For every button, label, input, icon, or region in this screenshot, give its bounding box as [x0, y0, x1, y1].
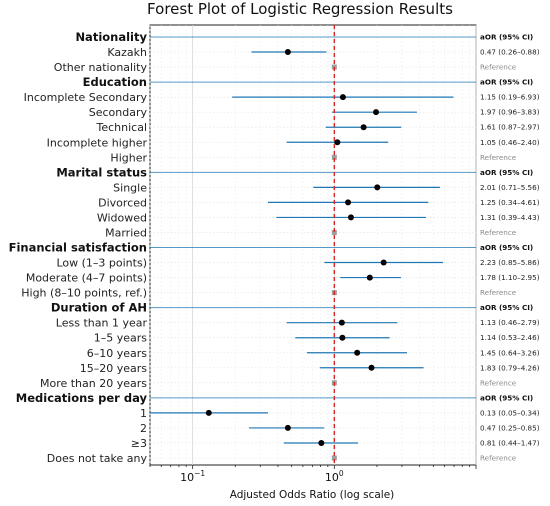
aor-value: 2.23 (0.85–5.86): [480, 258, 540, 267]
row-label: Divorced: [98, 196, 147, 209]
odds-ratio-point: [339, 94, 346, 101]
x-axis-label: Adjusted Odds Ratio (log scale): [230, 489, 395, 501]
aor-value: 0.47 (0.25–0.85): [480, 423, 540, 432]
aor-value: 0.81 (0.44–1.47): [480, 438, 540, 447]
aor-value: 1.05 (0.46–2.40): [480, 138, 540, 147]
row-label: Married: [105, 226, 147, 239]
odds-ratio-point: [354, 349, 361, 356]
odds-ratio-point: [205, 409, 212, 416]
aor-value: 0.47 (0.26–0.88): [480, 48, 540, 57]
section-label: Financial satisfaction: [9, 241, 147, 255]
aor-value: 1.83 (0.79–4.26): [480, 363, 540, 372]
section-label: Medications per day: [16, 391, 148, 405]
aor-value: 1.61 (0.87–2.97): [480, 123, 540, 132]
row-label: Incomplete higher: [47, 136, 148, 149]
odds-ratio-point: [284, 424, 291, 431]
odds-ratio-point: [366, 274, 373, 281]
odds-ratio-point: [334, 139, 341, 146]
row-label: Moderate (4–7 points): [26, 272, 147, 285]
row-label: Does not take any: [47, 452, 148, 465]
row-label: ≥3: [131, 437, 147, 450]
row-label: 6–10 years: [87, 347, 148, 360]
aor-value: 1.14 (0.53–2.46): [480, 333, 540, 342]
aor-column-header: aOR (95% CI): [480, 78, 533, 87]
row-label: Other nationality: [54, 61, 148, 74]
reference-marker: [331, 154, 337, 160]
odds-ratio-point: [374, 184, 381, 191]
rows-layer: Nationality aOR (95% CI) Kazakh 0.47 (0.26–…: [9, 25, 540, 465]
aor-column-header: aOR (95% CI): [480, 33, 533, 42]
x-axis: 10−1 100: [149, 465, 477, 484]
aor-value: 1.45 (0.64–3.26): [480, 348, 540, 357]
odds-ratio-point: [338, 319, 345, 326]
reference-text: Reference: [480, 454, 517, 463]
row-label: High (8–10 points, ref.): [21, 287, 147, 300]
section-label: Education: [83, 75, 147, 89]
section-label: Nationality: [75, 30, 147, 44]
aor-value: 1.15 (0.19–6.93): [480, 93, 540, 102]
row-label: Secondary: [89, 106, 148, 119]
row-label: Low (1–3 points): [56, 257, 147, 270]
aor-column-header: aOR (95% CI): [480, 168, 533, 177]
aor-value: 1.78 (1.10–2.95): [480, 273, 540, 282]
odds-ratio-point: [368, 364, 375, 371]
odds-ratio-point: [284, 49, 291, 56]
row-label: More than 20 years: [40, 377, 147, 390]
odds-ratio-point: [360, 124, 367, 131]
x-tick-label: 100: [325, 469, 344, 484]
row-label: 15–20 years: [80, 362, 148, 375]
section-label: Marital status: [56, 165, 147, 179]
aor-value: 2.01 (0.71–5.56): [480, 183, 540, 192]
reference-text: Reference: [480, 288, 517, 297]
aor-column-header: aOR (95% CI): [480, 243, 533, 252]
row-label: Incomplete Secondary: [24, 91, 148, 104]
chart-title: Forest Plot of Logistic Regression Resul…: [147, 0, 453, 18]
odds-ratio-point: [345, 199, 352, 206]
aor-value: 1.25 (0.34–4.61): [480, 198, 540, 207]
aor-value: 1.13 (0.46–2.79): [480, 318, 540, 327]
odds-ratio-point: [318, 439, 325, 446]
aor-column-header: aOR (95% CI): [480, 393, 533, 402]
odds-ratio-point: [380, 259, 387, 266]
reference-text: Reference: [480, 378, 517, 387]
odds-ratio-point: [339, 334, 346, 341]
aor-value: 0.13 (0.05–0.34): [480, 408, 540, 417]
aor-value: 1.97 (0.96–3.83): [480, 108, 540, 117]
row-label: 2: [140, 422, 147, 435]
row-label: Higher: [110, 151, 147, 164]
reference-text: Reference: [480, 228, 517, 237]
plot-frame: [149, 24, 477, 466]
odds-ratio-point: [373, 109, 380, 116]
reference-marker: [331, 229, 337, 235]
odds-ratio-point: [347, 214, 354, 221]
reference-marker: [331, 455, 337, 461]
reference-text: Reference: [480, 153, 517, 162]
row-label: Widowed: [97, 211, 147, 224]
row-label: 1–5 years: [94, 332, 148, 345]
row-label: Kazakh: [107, 46, 147, 59]
aor-column-header: aOR (95% CI): [480, 303, 533, 312]
x-tick-label: 10−1: [180, 469, 205, 484]
section-label: Duration of AH: [51, 301, 147, 315]
aor-value: 1.31 (0.39–4.43): [480, 213, 540, 222]
plot-area: [149, 24, 477, 466]
reference-text: Reference: [480, 63, 517, 72]
row-label: Less than 1 year: [56, 317, 148, 330]
row-label: Technical: [95, 121, 147, 134]
row-label: Single: [113, 181, 147, 194]
row-label: 1: [140, 407, 147, 420]
